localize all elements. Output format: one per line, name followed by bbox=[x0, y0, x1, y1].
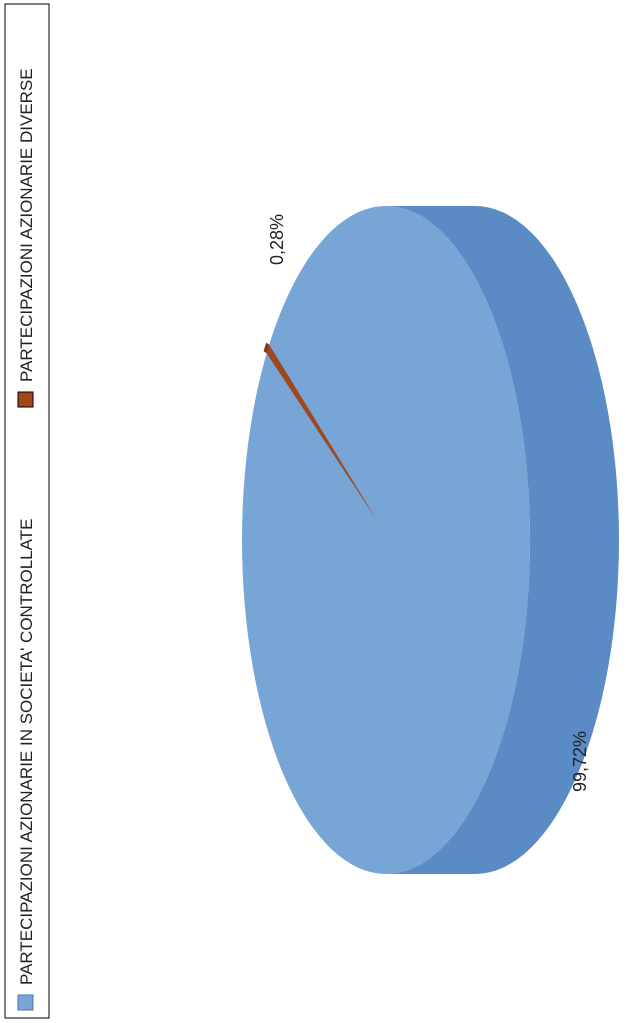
legend-border bbox=[4, 3, 50, 1019]
pie-side-controllate bbox=[386, 206, 619, 874]
data-label-controllate: 99,72% bbox=[570, 731, 590, 792]
pie bbox=[242, 206, 619, 874]
legend: PARTECIPAZIONI AZIONARIE IN SOCIETA' CON… bbox=[4, 3, 50, 1019]
legend-swatch-controllate bbox=[17, 994, 34, 1011]
pie-slice-controllate bbox=[242, 206, 530, 874]
data-label-diverse: 0,28% bbox=[267, 214, 287, 265]
legend-swatch-diverse bbox=[17, 391, 34, 408]
pie-slice-diverse bbox=[266, 344, 378, 522]
legend-label-diverse: PARTECIPAZIONI AZIONARIE DIVERSE bbox=[17, 68, 36, 382]
legend-label-controllate: PARTECIPAZIONI AZIONARIE IN SOCIETA' CON… bbox=[17, 519, 36, 985]
pie-side-diverse bbox=[263, 342, 270, 354]
